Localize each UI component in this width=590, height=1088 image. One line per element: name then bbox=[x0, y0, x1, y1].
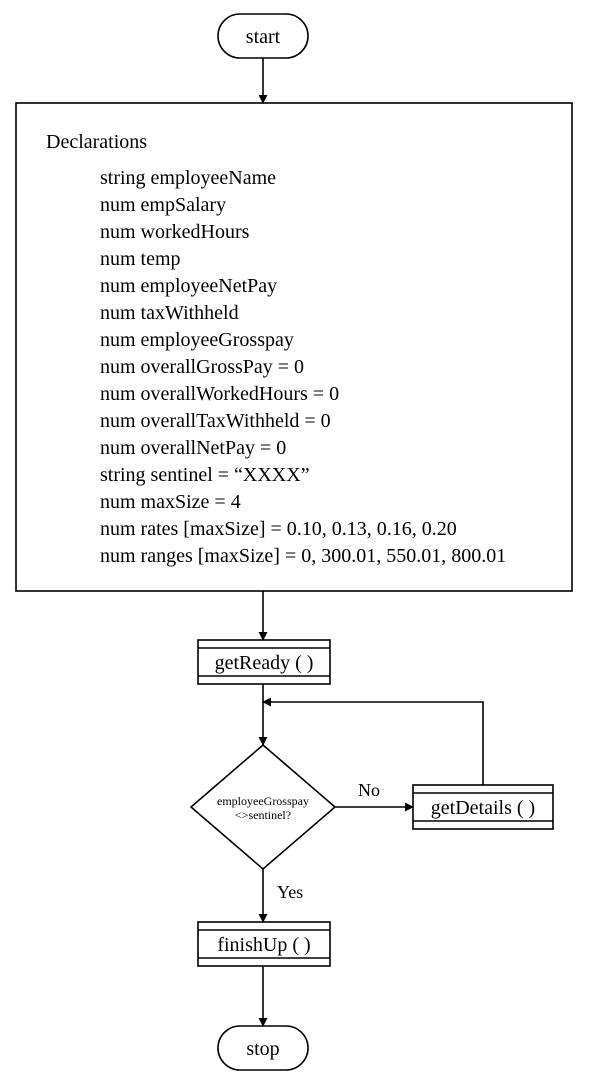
decision-text-1: employeeGrosspay bbox=[217, 794, 309, 808]
decl-line: string sentinel = “XXXX” bbox=[100, 464, 310, 486]
edge-label-no: No bbox=[358, 780, 380, 800]
decl-line: num taxWithheld bbox=[100, 302, 239, 324]
stop-label: stop bbox=[246, 1038, 279, 1060]
getdetails-node-label: getDetails ( ) bbox=[431, 797, 535, 819]
decl-line: num overallGrossPay = 0 bbox=[100, 356, 304, 378]
decl-line: num ranges [maxSize] = 0, 300.01, 550.01… bbox=[100, 545, 506, 567]
decl-line: num empSalary bbox=[100, 194, 226, 216]
declarations-header: Declarations bbox=[46, 131, 147, 153]
decl-line: num maxSize = 4 bbox=[100, 491, 241, 513]
decl-line: num overallTaxWithheld = 0 bbox=[100, 410, 331, 432]
edge-label-yes: Yes bbox=[277, 882, 303, 902]
decl-line: num overallNetPay = 0 bbox=[100, 437, 286, 459]
decl-line: num employeeNetPay bbox=[100, 275, 277, 297]
decl-line: num temp bbox=[100, 248, 181, 270]
decl-line: num overallWorkedHours = 0 bbox=[100, 383, 339, 405]
decl-line: num rates [maxSize] = 0.10, 0.13, 0.16, … bbox=[100, 518, 457, 540]
finishup-node-label: finishUp ( ) bbox=[217, 934, 310, 956]
decision-text-2: <>sentinel? bbox=[235, 808, 291, 822]
decl-line: num workedHours bbox=[100, 221, 250, 243]
decl-line: string employeeName bbox=[100, 167, 276, 189]
start-label: start bbox=[246, 26, 281, 48]
decl-line: num employeeGrosspay bbox=[100, 329, 294, 351]
getready-node-label: getReady ( ) bbox=[215, 652, 314, 674]
